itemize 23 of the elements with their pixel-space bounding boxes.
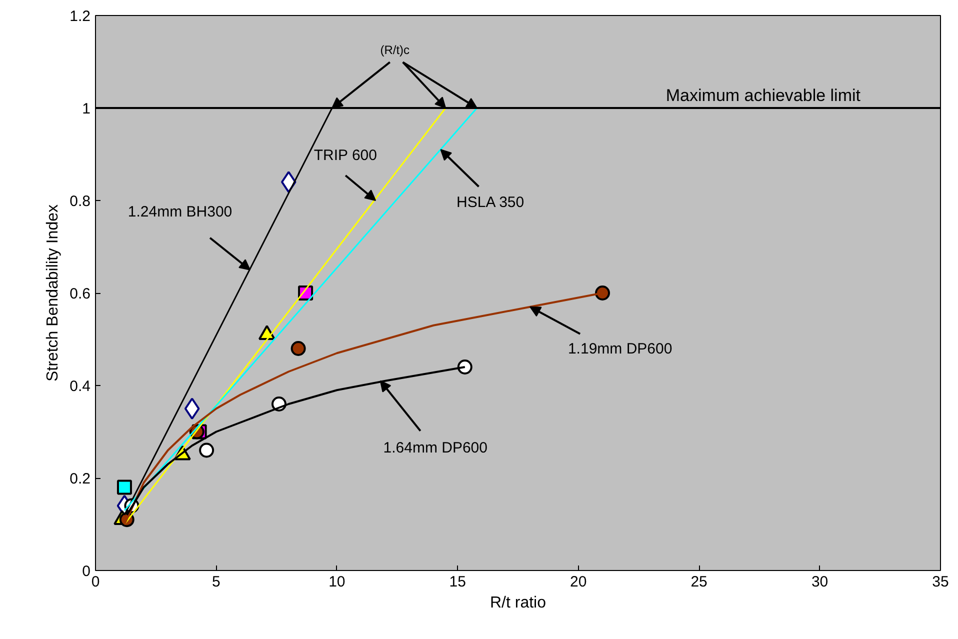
x-tick-label: 35 <box>932 574 949 590</box>
annotation: HSLA 350 <box>456 194 524 212</box>
x-tick-label: 30 <box>811 574 828 590</box>
annotation: 1.19mm DP600 <box>568 340 672 358</box>
x-axis-title: R/t ratio <box>490 594 546 612</box>
y-tick-label: 1.2 <box>70 8 91 25</box>
y-tick-label: 0.4 <box>70 378 91 395</box>
x-tick-label: 15 <box>449 574 466 590</box>
y-axis-title: Stretch Bendability Index <box>44 204 62 382</box>
y-tick-label: 0.6 <box>70 286 91 302</box>
x-tick-label: 25 <box>690 574 708 590</box>
y-tick-label: 0 <box>82 563 90 580</box>
annotation: 1.24mm BH300 <box>128 203 232 220</box>
x-tick-label: 5 <box>212 574 220 590</box>
y-tick-label: 0.8 <box>70 193 91 210</box>
y-tick-label: 1 <box>82 100 90 118</box>
y-tick-label: 0.2 <box>70 470 91 488</box>
annotation: (R/t)c <box>380 43 410 58</box>
x-tick-label: 10 <box>328 574 346 590</box>
x-tick-label: 20 <box>570 574 587 590</box>
annotation: 1.64mm DP600 <box>383 439 488 456</box>
ref-line-label: Maximum achievable limit <box>666 86 861 105</box>
annotation: TRIP 600 <box>314 147 377 164</box>
